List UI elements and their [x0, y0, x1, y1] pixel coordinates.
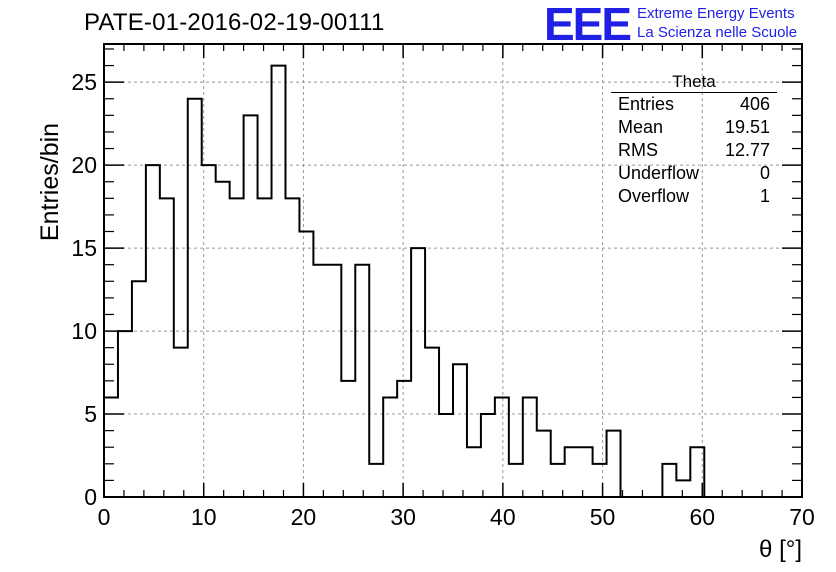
- stats-row: Mean 19.51: [611, 116, 777, 139]
- y-tick-label: 15: [71, 235, 97, 261]
- stats-value: 19.51: [724, 117, 770, 137]
- logo-line-2: La Scienza nelle Scuole: [637, 24, 798, 41]
- stats-box: Theta Entries 406 Mean 19.51 RMS 12.77 Unde…: [611, 72, 777, 208]
- stats-value: 406: [739, 94, 770, 114]
- x-tick-label: 20: [291, 504, 317, 530]
- chart-title: PATE-01-2016-02-19-00111: [84, 9, 385, 36]
- y-tick-label: 20: [71, 152, 97, 178]
- logo-line-1: Extreme Energy Events: [637, 5, 795, 22]
- stats-row: RMS 12.77: [611, 139, 777, 162]
- stats-value: 1: [759, 186, 770, 206]
- x-axis-label: θ [°]: [759, 536, 802, 563]
- stats-label: Entries: [618, 94, 675, 114]
- x-tick-label: 40: [490, 504, 516, 530]
- logo-caption: Extreme Energy Events La Scienza nelle S…: [637, 4, 797, 42]
- y-axis-label-box: Entries/bin: [4, 112, 64, 241]
- x-tick-label: 70: [789, 504, 815, 530]
- x-tick-label: 50: [590, 504, 616, 530]
- axis-ticks: [103, 44, 803, 498]
- y-tick-label: 5: [84, 401, 97, 427]
- x-tick-label: 30: [390, 504, 416, 530]
- x-tick-label: 60: [689, 504, 715, 530]
- stats-value: 0: [759, 163, 770, 183]
- stats-label: Mean: [618, 117, 664, 137]
- stats-value: 12.77: [724, 140, 770, 160]
- y-tick-label: 10: [71, 318, 97, 344]
- stats-label: RMS: [618, 140, 658, 160]
- stats-title: Theta: [611, 72, 777, 93]
- stats-row: Overflow 1: [611, 185, 777, 208]
- x-tick-label: 0: [98, 504, 111, 530]
- y-tick-label: 0: [84, 484, 97, 510]
- stats-label: Overflow: [618, 186, 690, 206]
- plot-frame: [103, 43, 803, 498]
- eee-logo: EEE: [544, 0, 632, 50]
- y-axis-label: Entries/bin: [36, 122, 64, 242]
- stats-label: Underflow: [618, 163, 700, 183]
- y-tick-label: 25: [71, 69, 97, 95]
- stats-row: Underflow 0: [611, 162, 777, 185]
- x-tick-label: 10: [191, 504, 217, 530]
- stats-row: Entries 406: [611, 93, 777, 116]
